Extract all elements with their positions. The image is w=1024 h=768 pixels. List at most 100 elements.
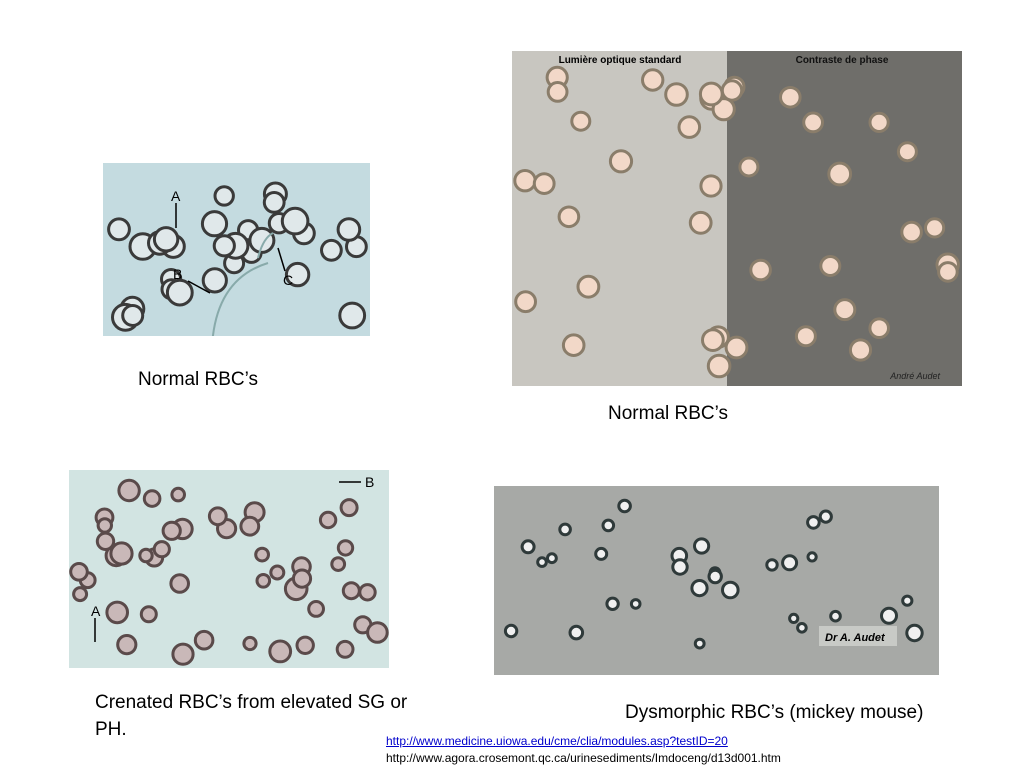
micrograph: A B C	[103, 163, 370, 336]
header: Lumière optique standard	[559, 55, 682, 66]
cell	[568, 624, 585, 641]
cell	[546, 552, 558, 565]
cell	[213, 185, 235, 207]
cell	[117, 478, 141, 503]
cell	[248, 226, 276, 254]
cell	[291, 568, 313, 589]
cell	[338, 301, 367, 330]
cell	[570, 110, 592, 132]
cell	[152, 226, 180, 253]
header: Contraste de phase	[796, 55, 889, 66]
cell	[503, 623, 519, 639]
cell	[262, 191, 286, 214]
cell	[794, 325, 817, 348]
cell	[307, 600, 326, 618]
cell	[688, 210, 713, 235]
cell	[788, 612, 800, 624]
cell	[900, 220, 923, 244]
cell	[749, 258, 772, 282]
cell	[558, 522, 572, 537]
cell	[169, 573, 190, 594]
cell	[514, 290, 537, 314]
cell	[171, 642, 195, 666]
cell	[605, 596, 620, 612]
cell	[677, 115, 702, 139]
cell	[833, 298, 857, 322]
cell	[105, 600, 130, 625]
cell	[200, 210, 229, 238]
cell	[901, 594, 914, 607]
cell	[546, 81, 569, 103]
cell	[520, 539, 536, 555]
cell	[819, 255, 842, 277]
cell	[139, 605, 158, 624]
cell	[706, 353, 732, 379]
cell	[280, 206, 310, 236]
cell	[868, 317, 891, 340]
micrograph: Dr A. Audet	[494, 486, 939, 675]
cell	[617, 498, 632, 514]
cell	[848, 338, 873, 362]
cell	[608, 149, 634, 174]
cell	[201, 267, 228, 294]
cell	[284, 261, 311, 288]
cell	[72, 586, 89, 603]
cell	[557, 205, 581, 229]
cell	[242, 635, 258, 652]
cell	[698, 81, 724, 107]
cell	[295, 635, 315, 656]
cell	[207, 506, 228, 527]
cell	[868, 111, 890, 134]
cell	[339, 498, 359, 518]
cell	[366, 621, 389, 644]
cell	[818, 509, 833, 524]
cell	[827, 161, 853, 187]
cell	[601, 518, 616, 533]
cell	[96, 517, 113, 534]
source: http://www.agora.crosemont.qc.ca/urinese…	[386, 751, 781, 765]
cell	[193, 629, 215, 651]
cell	[95, 531, 116, 552]
cell	[701, 328, 725, 353]
cell	[336, 539, 355, 557]
cell	[576, 274, 601, 299]
cell	[561, 333, 586, 358]
cell	[880, 606, 898, 625]
cell	[806, 551, 818, 563]
cell	[536, 556, 548, 568]
cell	[629, 598, 642, 610]
caption: Normal RBC’s	[608, 403, 729, 424]
cell	[330, 556, 347, 572]
cell	[320, 238, 343, 262]
cell	[781, 554, 799, 572]
cell	[724, 335, 749, 360]
cell	[165, 278, 194, 307]
cell	[161, 520, 182, 541]
cell	[896, 141, 918, 163]
label: A	[171, 188, 181, 204]
label: C	[283, 272, 293, 288]
caption: Crenated RBC’s from elevated SG or PH.	[95, 692, 408, 740]
cell	[138, 547, 154, 564]
cell	[255, 573, 272, 589]
cell	[829, 609, 842, 623]
cell	[924, 217, 946, 239]
cell	[707, 568, 723, 585]
cell	[254, 546, 271, 563]
cell	[720, 79, 744, 102]
cell	[671, 558, 689, 576]
credit: Dr A. Audet	[825, 632, 886, 644]
cell	[664, 82, 689, 107]
link[interactable]: http://www.medicine.uiowa.edu/cme/clia/m…	[386, 734, 728, 748]
micrograph: Lumière optique standard Contraste de ph…	[512, 51, 962, 386]
caption: Dysmorphic RBC’s (mickey mouse)	[625, 702, 924, 723]
cell	[341, 581, 361, 601]
cell	[937, 261, 959, 283]
cell	[806, 515, 821, 530]
cell	[738, 156, 760, 178]
cell	[721, 580, 740, 600]
cell	[802, 111, 825, 134]
cell	[779, 86, 802, 109]
cell	[107, 217, 131, 242]
